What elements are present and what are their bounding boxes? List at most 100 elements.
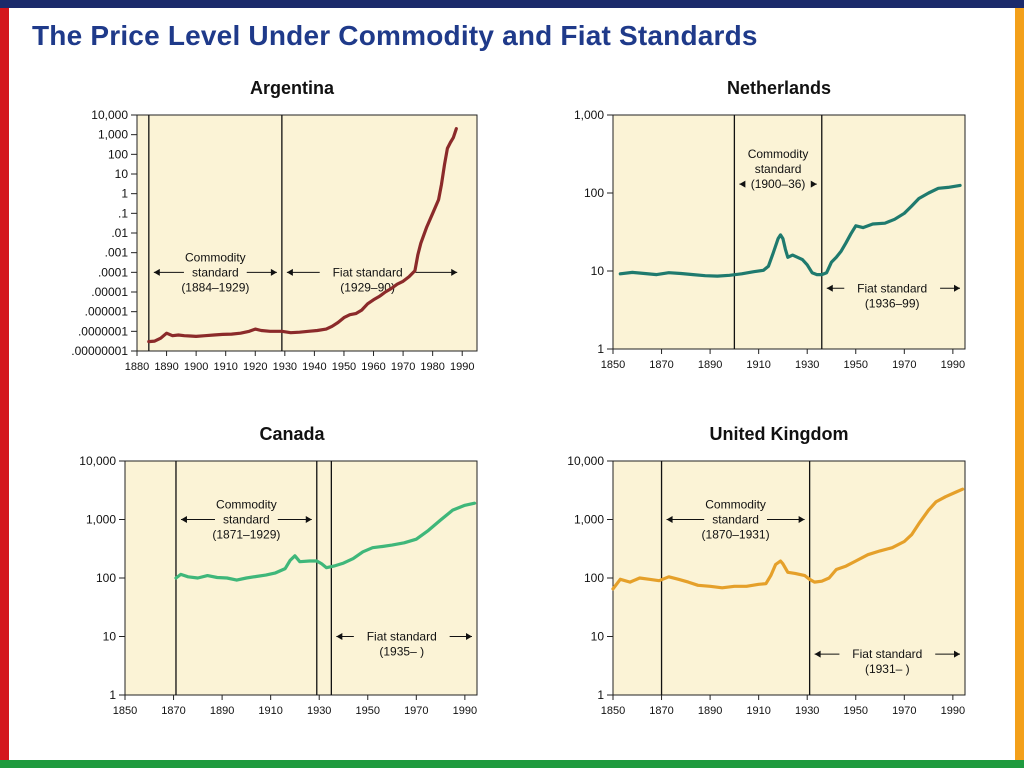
canada-y-tick-label: 1,000	[86, 513, 116, 527]
argentina-x-tick-label: 1960	[361, 361, 385, 373]
netherlands-x-tick-label: 1910	[746, 359, 770, 371]
netherlands-y-tick-label: 1,000	[574, 108, 604, 122]
netherlands-annotation-text: standard	[755, 162, 802, 176]
argentina-annotation-arrowhead	[153, 268, 160, 276]
canada-annotation-text: standard	[223, 513, 270, 527]
netherlands-annotation-arrowhead	[739, 180, 746, 188]
netherlands-price-level-line	[618, 183, 962, 278]
united_kingdom-x-tick-label: 1910	[746, 705, 770, 717]
united_kingdom-y-tick-label: 10,000	[567, 454, 604, 468]
netherlands-x-tick-label: 1870	[649, 359, 673, 371]
argentina-y-tick-label: 100	[108, 147, 128, 161]
united_kingdom-x-tick-label: 1890	[698, 705, 722, 717]
argentina-annotation-text: standard	[192, 265, 239, 279]
united_kingdom-y-tick-label: 10	[591, 630, 605, 644]
canada-title: Canada	[259, 424, 325, 444]
slide-title: The Price Level Under Commodity and Fiat…	[32, 20, 758, 51]
canada-x-tick-label: 1870	[161, 705, 185, 717]
canada-annotation-text: (1935– )	[379, 645, 424, 659]
argentina-x-tick-label: 1950	[332, 361, 356, 373]
canada-x-tick-label: 1930	[307, 705, 331, 717]
argentina-annotation-text: (1884–1929)	[181, 280, 249, 294]
canada-x-tick-label: 1950	[356, 705, 380, 717]
canada-y-tick-label: 100	[96, 571, 116, 585]
canada-x-tick-label: 1990	[453, 705, 477, 717]
united_kingdom-x-tick-label: 1970	[892, 705, 916, 717]
united_kingdom-x-tick-label: 1990	[941, 705, 965, 717]
united_kingdom-title: United Kingdom	[710, 424, 849, 444]
netherlands-x-tick-label: 1890	[698, 359, 722, 371]
canada-annotation-arrowhead	[180, 516, 187, 523]
argentina-y-tick-label: 10,000	[91, 108, 128, 122]
united_kingdom-annotation-text: standard	[712, 513, 759, 527]
united_kingdom-y-tick-label: 1,000	[574, 513, 604, 527]
canada-chart: Canada 1 10 100 1,000 10,000 1850 1870 1890 1910 1…	[79, 424, 478, 717]
argentina-y-tick-label: .00001	[91, 285, 128, 299]
argentina-y-tick-label: .00000001	[71, 344, 128, 358]
canada-annotation-arrowhead	[336, 633, 343, 640]
netherlands-x-tick-label: 1850	[601, 359, 625, 371]
argentina-annotation-text: (1929–90)	[340, 280, 395, 294]
united_kingdom-price-level-line	[611, 487, 965, 591]
netherlands-chart: Netherlands 1 10 100 1,000 1850 1870 1890 1910 19…	[574, 78, 966, 371]
canada-annotation-arrowhead	[305, 516, 312, 523]
argentina-y-tick-label: .0001	[98, 265, 128, 279]
canada-annotation-arrowhead	[466, 633, 472, 640]
netherlands-annotation-text: (1900–36)	[751, 177, 806, 191]
netherlands-y-tick-label: 1	[597, 342, 604, 356]
united_kingdom-annotation-arrowhead	[814, 650, 821, 658]
frame-bottom-bar	[0, 760, 1024, 768]
united_kingdom-x-tick-label: 1870	[649, 705, 673, 717]
netherlands-y-tick-label: 10	[591, 264, 605, 278]
argentina-annotation: Fiat standard(1929–90)	[286, 265, 458, 294]
united_kingdom-x-tick-label: 1930	[795, 705, 819, 717]
argentina-annotation-arrowhead	[286, 268, 293, 276]
argentina-x-tick-label: 1940	[302, 361, 326, 373]
argentina-y-tick-label: .0000001	[78, 324, 128, 338]
united_kingdom-y-tick-label: 1	[597, 688, 604, 702]
argentina-chart: Argentina .00000001 .0000001 .000001 .00001.…	[71, 78, 478, 373]
canada-annotation-text: Commodity	[216, 498, 277, 512]
argentina-annotation-arrowhead	[451, 268, 458, 276]
united_kingdom-annotation-text: Fiat standard	[852, 647, 922, 661]
canada-annotation-text: Fiat standard	[367, 630, 437, 644]
canada-plot-area	[124, 460, 478, 696]
netherlands-annotation: Fiat standard(1936–99)	[826, 281, 960, 310]
argentina-x-tick-label: 1930	[273, 361, 297, 373]
netherlands-plot-area	[612, 114, 966, 350]
canada-annotation-text: (1871–1929)	[212, 528, 280, 542]
united_kingdom-annotation-text: (1870–1931)	[702, 528, 770, 542]
canada-y-tick-label: 10,000	[79, 454, 116, 468]
argentina-y-tick-label: 1	[121, 187, 128, 201]
argentina-annotation-text: Fiat standard	[333, 265, 403, 279]
netherlands-x-tick-label: 1990	[941, 359, 965, 371]
netherlands-x-tick-label: 1930	[795, 359, 819, 371]
netherlands-title: Netherlands	[727, 78, 831, 98]
argentina-y-tick-label: .1	[118, 206, 128, 220]
canada-price-level-line	[174, 501, 477, 582]
united_kingdom-x-tick-label: 1850	[601, 705, 625, 717]
canada-y-tick-label: 10	[103, 630, 117, 644]
united_kingdom-annotation-text: (1931– )	[865, 662, 910, 676]
argentina-x-tick-label: 1900	[184, 361, 208, 373]
argentina-x-tick-label: 1990	[450, 361, 474, 373]
canada-x-tick-label: 1910	[258, 705, 282, 717]
argentina-y-tick-label: 10	[115, 167, 129, 181]
argentina-title: Argentina	[250, 78, 335, 98]
united_kingdom-x-tick-label: 1950	[844, 705, 868, 717]
canada-annotation: Fiat standard(1935– )	[336, 630, 472, 659]
argentina-x-tick-label: 1890	[154, 361, 178, 373]
argentina-y-tick-label: .01	[111, 226, 128, 240]
argentina-x-tick-label: 1910	[213, 361, 237, 373]
united_kingdom-y-tick-label: 100	[584, 571, 604, 585]
argentina-x-tick-label: 1920	[243, 361, 267, 373]
canada-x-tick-label: 1850	[113, 705, 137, 717]
canada-x-tick-label: 1890	[210, 705, 234, 717]
canada-x-tick-label: 1970	[404, 705, 428, 717]
argentina-plot-area	[136, 114, 478, 352]
